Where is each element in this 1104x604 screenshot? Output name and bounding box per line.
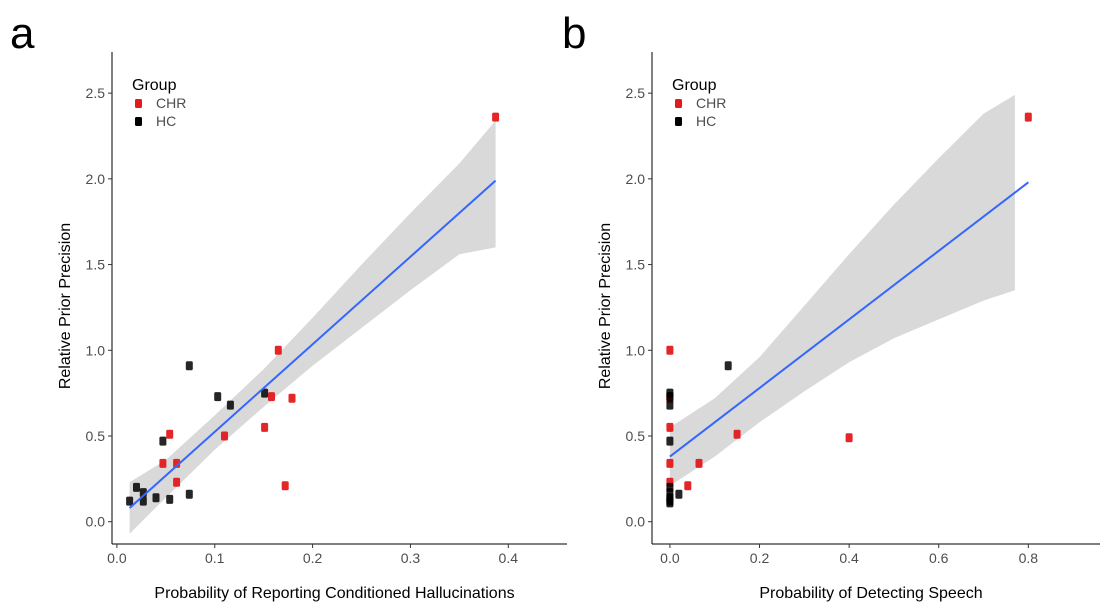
legend-key-chr bbox=[135, 99, 142, 108]
x-tick-label: 0.3 bbox=[401, 550, 421, 566]
x-axis-ticks: 0.0 0.2 0.4 0.6 0.8 bbox=[660, 544, 1038, 566]
y-tick-label: 1.5 bbox=[86, 257, 106, 273]
y-tick-label: 0.0 bbox=[626, 514, 646, 530]
y-axis-ticks: 0.0 0.5 1.0 1.5 2.0 2.5 bbox=[626, 85, 652, 530]
point-chr bbox=[666, 458, 674, 468]
y-axis-ticks: 0.0 0.5 1.0 1.5 2.0 2.5 bbox=[86, 85, 112, 530]
point-chr bbox=[492, 112, 500, 122]
point-chr bbox=[274, 345, 282, 355]
panel-b: b 0.0 0.2 0.4 0.6 0.8 0.0 0.5 1.0 1.5 2.0 2.5 Pro… bbox=[562, 9, 1100, 602]
regression-line bbox=[669, 181, 1029, 458]
legend-key-chr bbox=[675, 99, 682, 108]
y-tick-label: 2.5 bbox=[86, 85, 106, 101]
data-points bbox=[126, 112, 500, 506]
data-points bbox=[666, 112, 1032, 508]
y-tick-label: 2.5 bbox=[626, 85, 646, 101]
point-chr bbox=[733, 429, 741, 439]
x-tick-label: 0.0 bbox=[660, 550, 680, 566]
point-chr bbox=[221, 431, 228, 441]
point-hc bbox=[261, 388, 269, 398]
legend-title: Group bbox=[672, 77, 717, 94]
point-chr bbox=[159, 458, 167, 468]
panel-a: a 0.0 0.1 0.2 0.3 0.4 0.0 0.5 1.0 1.5 2.0 2.5 Pro… bbox=[10, 9, 567, 602]
point-chr bbox=[288, 393, 296, 403]
y-tick-label: 1.5 bbox=[626, 257, 646, 273]
point-hc bbox=[666, 392, 674, 402]
x-tick-label: 0.0 bbox=[107, 550, 127, 566]
point-hc bbox=[666, 498, 674, 508]
x-tick-label: 0.2 bbox=[303, 550, 323, 566]
x-axis-title: Probability of Reporting Conditioned Hal… bbox=[154, 585, 514, 602]
point-chr bbox=[845, 433, 853, 443]
legend-label-chr: CHR bbox=[696, 95, 726, 111]
x-axis-ticks: 0.0 0.1 0.2 0.3 0.4 bbox=[107, 544, 518, 566]
confidence-band bbox=[669, 94, 1015, 486]
x-tick-label: 0.2 bbox=[750, 550, 770, 566]
point-hc bbox=[152, 493, 160, 503]
panel-letter: a bbox=[10, 9, 35, 58]
legend-label-hc: HC bbox=[696, 113, 716, 129]
x-tick-label: 0.4 bbox=[499, 550, 519, 566]
y-tick-label: 0.5 bbox=[626, 428, 646, 444]
point-chr bbox=[173, 477, 181, 487]
point-hc bbox=[214, 392, 222, 402]
point-hc bbox=[666, 400, 674, 410]
point-chr bbox=[268, 392, 275, 402]
x-axis-title: Probability of Detecting Speech bbox=[759, 585, 982, 602]
legend-title: Group bbox=[132, 77, 177, 94]
point-chr bbox=[261, 422, 269, 432]
point-chr bbox=[695, 458, 703, 468]
legend: Group CHR HC bbox=[672, 77, 726, 129]
panel-letter: b bbox=[562, 9, 586, 58]
legend: Group CHR HC bbox=[132, 77, 186, 129]
x-tick-label: 0.1 bbox=[205, 550, 225, 566]
point-hc bbox=[226, 400, 234, 410]
point-hc bbox=[126, 496, 134, 506]
confidence-band bbox=[129, 120, 496, 534]
point-hc bbox=[185, 489, 193, 499]
regression-line bbox=[128, 179, 497, 509]
point-hc bbox=[666, 436, 674, 446]
y-tick-label: 0.5 bbox=[86, 428, 106, 444]
point-chr bbox=[684, 481, 692, 491]
point-hc bbox=[133, 482, 140, 492]
point-chr bbox=[666, 345, 674, 355]
y-tick-label: 0.0 bbox=[86, 514, 106, 530]
point-hc bbox=[139, 496, 147, 506]
point-hc bbox=[166, 494, 174, 504]
point-hc bbox=[724, 361, 732, 371]
point-hc bbox=[675, 489, 683, 499]
y-axis-title: Relative Prior Precision bbox=[597, 223, 614, 389]
point-hc bbox=[159, 436, 167, 446]
point-chr bbox=[281, 481, 289, 491]
x-tick-label: 0.8 bbox=[1019, 550, 1039, 566]
y-tick-label: 1.0 bbox=[86, 342, 106, 358]
legend-key-hc bbox=[675, 117, 682, 126]
point-chr bbox=[1024, 112, 1032, 122]
x-tick-label: 0.4 bbox=[839, 550, 859, 566]
y-axis-title: Relative Prior Precision bbox=[57, 223, 74, 389]
legend-key-hc bbox=[135, 117, 142, 126]
x-tick-label: 0.6 bbox=[929, 550, 949, 566]
y-tick-label: 1.0 bbox=[626, 342, 646, 358]
legend-label-hc: HC bbox=[156, 113, 176, 129]
y-tick-label: 2.0 bbox=[86, 171, 106, 187]
point-chr bbox=[666, 422, 674, 432]
point-hc bbox=[185, 361, 193, 371]
y-tick-label: 2.0 bbox=[626, 171, 646, 187]
legend-label-chr: CHR bbox=[156, 95, 186, 111]
point-chr bbox=[166, 429, 174, 439]
